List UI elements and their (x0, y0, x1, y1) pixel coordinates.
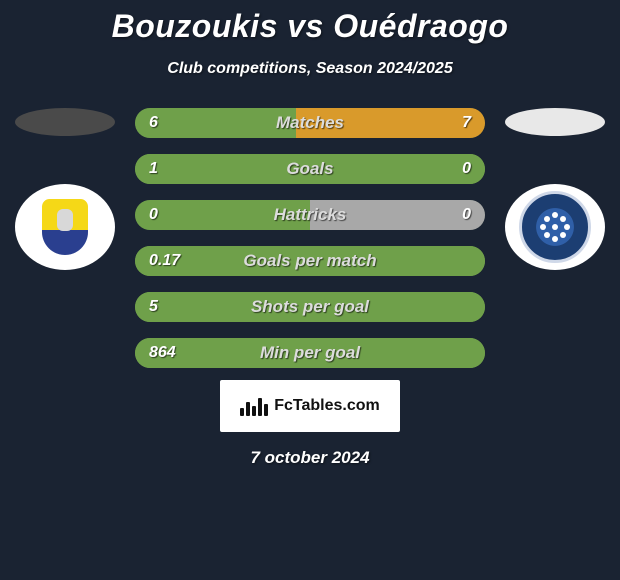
stat-right-value: 7 (462, 114, 471, 132)
right-club-crest (505, 184, 605, 270)
page-title: Bouzoukis vs Ouédraogo (0, 8, 620, 45)
stat-right-value: 0 (462, 160, 471, 178)
stat-left-value: 1 (149, 160, 158, 178)
stat-label: Matches (276, 113, 344, 133)
brand-text: FcTables.com (274, 397, 380, 415)
stat-left-value: 0.17 (149, 252, 180, 270)
left-player-column (15, 108, 115, 270)
stat-left-value: 6 (149, 114, 158, 132)
stat-right-value: 0 (462, 206, 471, 224)
stat-row: 0 0 Hattricks (135, 200, 485, 230)
stat-left-value: 0 (149, 206, 158, 224)
right-player-column (505, 108, 605, 270)
brand-badge: FcTables.com (220, 380, 400, 432)
left-player-ellipse (15, 108, 115, 136)
stat-row: 1 0 Goals (135, 154, 485, 184)
stat-left-fill (135, 108, 296, 138)
stats-bars: 6 7 Matches 1 0 Goals 0 0 Hattricks 0.17 Goals per… (135, 108, 485, 368)
stat-row: 0.17 Goals per match (135, 246, 485, 276)
stat-label: Goals (286, 159, 333, 179)
stat-label: Min per goal (260, 343, 360, 363)
stat-label: Goals per match (243, 251, 376, 271)
shield-icon (42, 199, 88, 255)
stat-label: Hattricks (274, 205, 347, 225)
right-player-ellipse (505, 108, 605, 136)
stat-row: 6 7 Matches (135, 108, 485, 138)
badge-icon (519, 191, 591, 263)
left-club-crest (15, 184, 115, 270)
stat-label: Shots per goal (251, 297, 369, 317)
stat-row: 5 Shots per goal (135, 292, 485, 322)
footer-date: 7 october 2024 (0, 448, 620, 468)
comparison-area: 6 7 Matches 1 0 Goals 0 0 Hattricks 0.17 Goals per… (0, 108, 620, 368)
stat-row: 864 Min per goal (135, 338, 485, 368)
stat-left-value: 5 (149, 298, 158, 316)
page-subtitle: Club competitions, Season 2024/2025 (0, 60, 620, 78)
chart-icon (240, 396, 268, 416)
stat-left-value: 864 (149, 344, 176, 362)
